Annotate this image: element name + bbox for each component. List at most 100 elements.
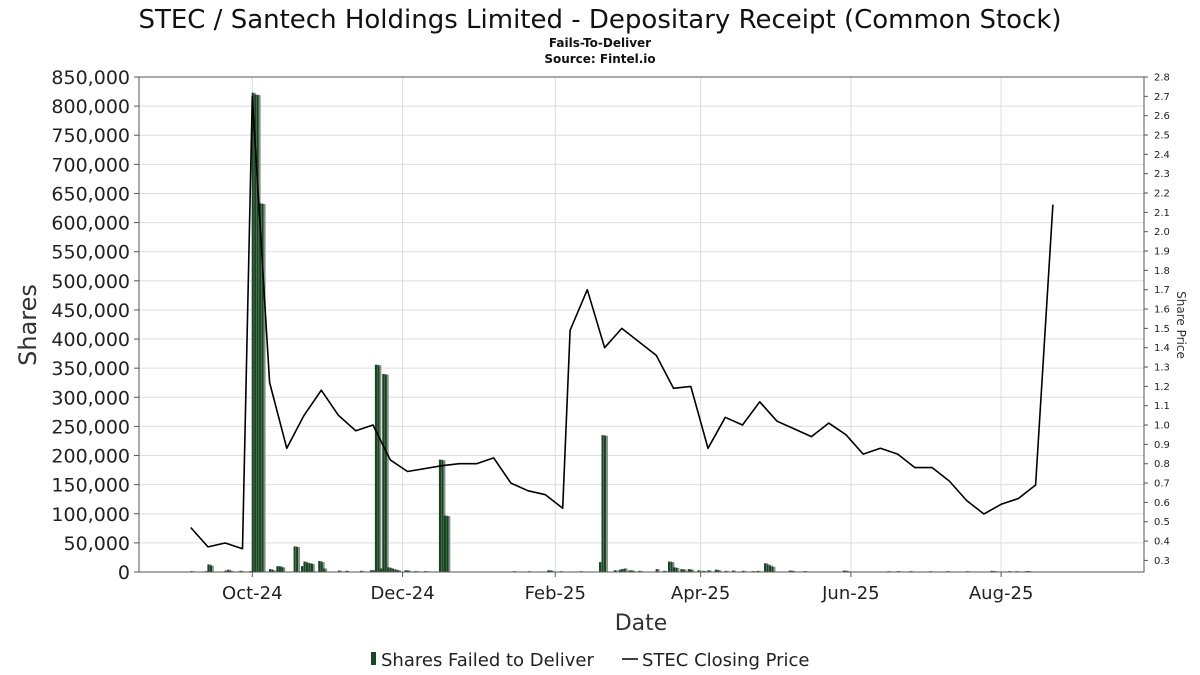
fails-bar xyxy=(345,570,348,572)
fails-bar xyxy=(224,570,227,572)
fails-bar xyxy=(441,460,444,572)
fails-bar xyxy=(667,561,671,572)
fails-bar-shade xyxy=(672,562,675,572)
fails-bar xyxy=(717,570,720,572)
fails-bar xyxy=(276,566,279,572)
right-tick-label: 1.9 xyxy=(1154,247,1170,258)
x-tick-label: Oct-24 xyxy=(222,583,283,604)
right-tick-label: 0.5 xyxy=(1154,517,1170,528)
fails-bar xyxy=(618,569,621,572)
fails-bar-shade xyxy=(847,570,850,572)
fails-bar-shade xyxy=(793,570,796,572)
right-tick-label: 0.9 xyxy=(1154,440,1170,451)
fails-bar xyxy=(296,546,299,572)
legend-label-fails: Shares Failed to Deliver xyxy=(381,650,594,671)
right-tick-label: 1.6 xyxy=(1154,305,1170,316)
fails-bar-shade xyxy=(684,569,687,572)
x-tick-label: Dec-24 xyxy=(370,583,434,604)
x-tick-label: Jun-25 xyxy=(821,583,880,604)
left-tick-label: 0 xyxy=(118,562,130,584)
x-axis: Oct-24 Dec-24 Feb-25 Apr-25 Jun-25 Aug-25 xyxy=(222,572,1033,604)
left-tick-label: 800,000 xyxy=(51,96,130,118)
fails-bar xyxy=(360,570,363,572)
fails-bar-shade xyxy=(362,570,365,572)
left-tick-label: 500,000 xyxy=(51,271,130,293)
right-tick-label: 1.3 xyxy=(1154,363,1170,374)
left-tick-label: 50,000 xyxy=(64,533,130,555)
fails-bar-shade xyxy=(551,570,554,572)
right-tick-label: 2.5 xyxy=(1154,131,1170,142)
fails-bar xyxy=(271,569,274,572)
right-tick-label: 1.8 xyxy=(1154,266,1170,277)
fails-bar-shade xyxy=(633,570,636,572)
right-tick-label: 2.8 xyxy=(1154,73,1170,84)
right-tick-label: 2.2 xyxy=(1154,189,1170,200)
fails-bar xyxy=(397,570,400,572)
left-tick-label: 250,000 xyxy=(51,416,130,438)
right-tick-label: 2.3 xyxy=(1154,169,1170,180)
fails-bar xyxy=(256,95,259,572)
fails-bar xyxy=(613,570,617,572)
left-tick-label: 450,000 xyxy=(51,300,130,322)
fails-bar xyxy=(697,570,700,572)
right-tick-label: 0.7 xyxy=(1154,479,1170,490)
fails-bar-shade xyxy=(241,570,244,572)
fails-bar-shade xyxy=(283,567,286,572)
fails-bar-shade xyxy=(273,569,276,572)
fails-bar xyxy=(305,562,309,572)
fails-bar xyxy=(771,566,774,572)
fails-bar xyxy=(261,203,264,572)
fails-bar xyxy=(724,570,727,572)
legend: Shares Failed to Deliver STEC Closing Pr… xyxy=(371,650,810,671)
left-y-axis: 0 50,000 100,000 150,000 200,000 250,000 300,0… xyxy=(51,67,139,584)
fails-bar xyxy=(337,570,341,572)
fails-bar xyxy=(631,570,634,572)
fails-bar xyxy=(209,565,213,572)
fails-bar xyxy=(601,435,604,572)
fails-bar-shade xyxy=(773,566,776,572)
fails-bar-shade xyxy=(313,563,315,572)
fails-bar-shade xyxy=(758,570,761,572)
fails-bar xyxy=(990,570,993,572)
fails-bar xyxy=(628,570,631,572)
left-tick-label: 100,000 xyxy=(51,504,130,526)
fails-bar xyxy=(756,570,759,572)
fails-bar xyxy=(680,569,683,572)
fails-bar xyxy=(278,566,282,572)
fails-bar xyxy=(268,569,272,572)
fails-bar xyxy=(229,570,232,572)
left-tick-label: 200,000 xyxy=(51,446,130,468)
left-y-axis-label: Shares xyxy=(14,284,42,366)
fails-bar xyxy=(438,459,442,572)
fails-bar-shade xyxy=(322,562,325,572)
plot-area-frame xyxy=(138,76,1145,573)
fails-bar xyxy=(682,569,685,572)
chart-title: STEC / Santech Holdings Limited - Deposi… xyxy=(138,5,1061,35)
fails-bar-shade xyxy=(744,570,746,572)
fails-bar xyxy=(369,570,373,572)
fails-bar-shade xyxy=(263,203,266,572)
fails-bar xyxy=(207,564,210,572)
fails-bar-shade xyxy=(212,565,214,572)
fails-bar xyxy=(377,365,380,572)
fails-bar xyxy=(254,94,257,573)
fails-bar xyxy=(732,570,735,572)
fails-bar xyxy=(227,569,230,572)
left-tick-label: 850,000 xyxy=(51,67,130,89)
fails-bar xyxy=(392,569,395,572)
right-tick-label: 1.1 xyxy=(1154,401,1170,412)
fails-bar-shade xyxy=(231,570,234,572)
left-tick-label: 300,000 xyxy=(51,387,130,409)
gridlines xyxy=(139,77,1144,572)
fails-bar xyxy=(638,570,641,572)
fails-bar xyxy=(239,570,242,572)
fails-bar xyxy=(323,568,326,572)
fails-bar-shade xyxy=(606,435,608,572)
right-tick-label: 1.5 xyxy=(1154,324,1170,335)
right-tick-label: 2.0 xyxy=(1154,227,1170,238)
fails-bar xyxy=(300,566,304,572)
left-tick-label: 700,000 xyxy=(51,154,130,176)
right-tick-label: 1.2 xyxy=(1154,382,1170,393)
left-tick-label: 400,000 xyxy=(51,329,130,351)
fails-bar xyxy=(303,561,306,572)
